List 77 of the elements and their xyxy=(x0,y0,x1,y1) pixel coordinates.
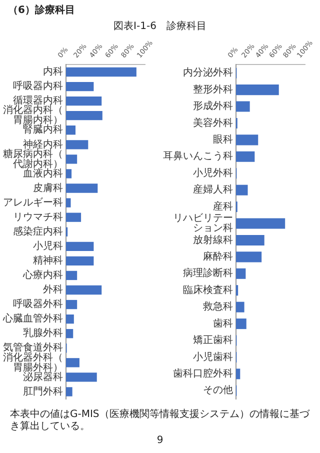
y-tick-label: 産科 xyxy=(213,200,233,212)
bar xyxy=(236,302,244,312)
y-tick-label: 外科 xyxy=(43,284,63,296)
y-tick-label: 泌尿器科 xyxy=(23,370,63,383)
y-tick-label: 整形外科 xyxy=(193,83,233,96)
bar xyxy=(66,154,78,164)
y-tick-label: 小児外科 xyxy=(193,166,233,179)
bar xyxy=(66,300,78,310)
y-tick-label: 歯科 xyxy=(213,317,233,330)
bar xyxy=(66,329,74,338)
bar xyxy=(66,372,97,382)
y-tick-label: 内科 xyxy=(43,66,63,78)
chart-title: 図表Ⅰ-1-6 診療科目 xyxy=(112,20,208,34)
y-tick-label: リウマチ科 xyxy=(13,210,63,223)
bar xyxy=(236,268,246,279)
bar xyxy=(66,270,78,280)
y-tick-label: 美容外科 xyxy=(193,116,233,129)
bar xyxy=(236,134,258,146)
text: 本表中の値はG-MIS（医療機関等情報支援システム）の情報に基づき算出している。 xyxy=(9,408,311,433)
y-tick-label: 小児科 xyxy=(33,240,63,252)
text: 9 xyxy=(156,434,164,447)
y-tick-label: 耳鼻いんこう科 xyxy=(163,150,233,162)
bar xyxy=(66,169,72,178)
y-tick-label: 小児歯科 xyxy=(193,350,233,363)
y-tick-label: 救急科 xyxy=(202,300,233,313)
bar xyxy=(236,368,240,380)
bar xyxy=(236,218,286,229)
y-tick-label: 皮膚科 xyxy=(33,182,63,194)
bar xyxy=(66,242,94,251)
bar xyxy=(66,285,102,295)
bar xyxy=(236,84,279,96)
bar xyxy=(66,111,102,120)
y-tick-label: 神経内科 xyxy=(23,138,63,150)
y-tick-label: 臨床検査科 xyxy=(183,284,233,296)
y-tick-label: 肛門外科 xyxy=(23,385,63,398)
y-tick-label: 眼科 xyxy=(213,134,233,146)
y-tick-label: 乳腺外科 xyxy=(23,327,63,340)
y-tick-label: 心療内科 xyxy=(22,269,63,282)
bar xyxy=(236,184,248,196)
bar xyxy=(66,184,98,193)
y-tick-label: アレルギー科 xyxy=(3,196,63,208)
bar xyxy=(66,314,74,324)
y-tick-label: 歯科口腔外科 xyxy=(173,368,233,380)
bar xyxy=(66,358,80,368)
bar xyxy=(66,256,94,266)
bar xyxy=(66,82,94,92)
text: （6）診療科目 xyxy=(7,4,76,17)
bar xyxy=(66,96,102,106)
y-tick-label: 病理診断科 xyxy=(183,267,233,280)
bar xyxy=(66,212,82,222)
bar xyxy=(66,198,71,208)
y-tick-label: 消化器外科（胃腸外科） xyxy=(3,351,63,374)
y-tick-label: 呼吸器内科 xyxy=(13,80,63,92)
bar xyxy=(66,67,136,77)
y-tick-label: リハビリテーション科 xyxy=(173,213,233,234)
y-tick-label: 感染症内科 xyxy=(13,225,63,238)
y-tick-label: 腎臓内科 xyxy=(23,124,63,136)
bar xyxy=(236,318,246,330)
y-tick-label: 心臓血管外科 xyxy=(2,312,63,325)
y-tick-label: 糖尿病内科（代謝内科） xyxy=(3,148,63,170)
bar xyxy=(66,140,88,150)
y-tick-label: 精神科 xyxy=(33,254,63,267)
y-tick-label: 形成外科 xyxy=(193,100,233,112)
y-tick-label: 内分泌外科 xyxy=(183,66,233,79)
y-tick-label: 呼吸器外科 xyxy=(13,298,63,310)
y-tick-label: 産婦人科 xyxy=(193,184,233,196)
bar xyxy=(236,234,264,246)
bar xyxy=(66,387,72,396)
bar xyxy=(66,126,76,135)
y-tick-label: その他 xyxy=(203,384,233,396)
y-tick-label: 麻酔科 xyxy=(203,250,233,263)
bar xyxy=(236,101,250,112)
bar xyxy=(236,151,255,162)
y-tick-label: 矯正歯科 xyxy=(193,334,233,346)
y-tick-label: 放射線科 xyxy=(193,234,233,246)
bar xyxy=(236,252,262,262)
y-tick-label: 血液内科 xyxy=(23,167,63,180)
